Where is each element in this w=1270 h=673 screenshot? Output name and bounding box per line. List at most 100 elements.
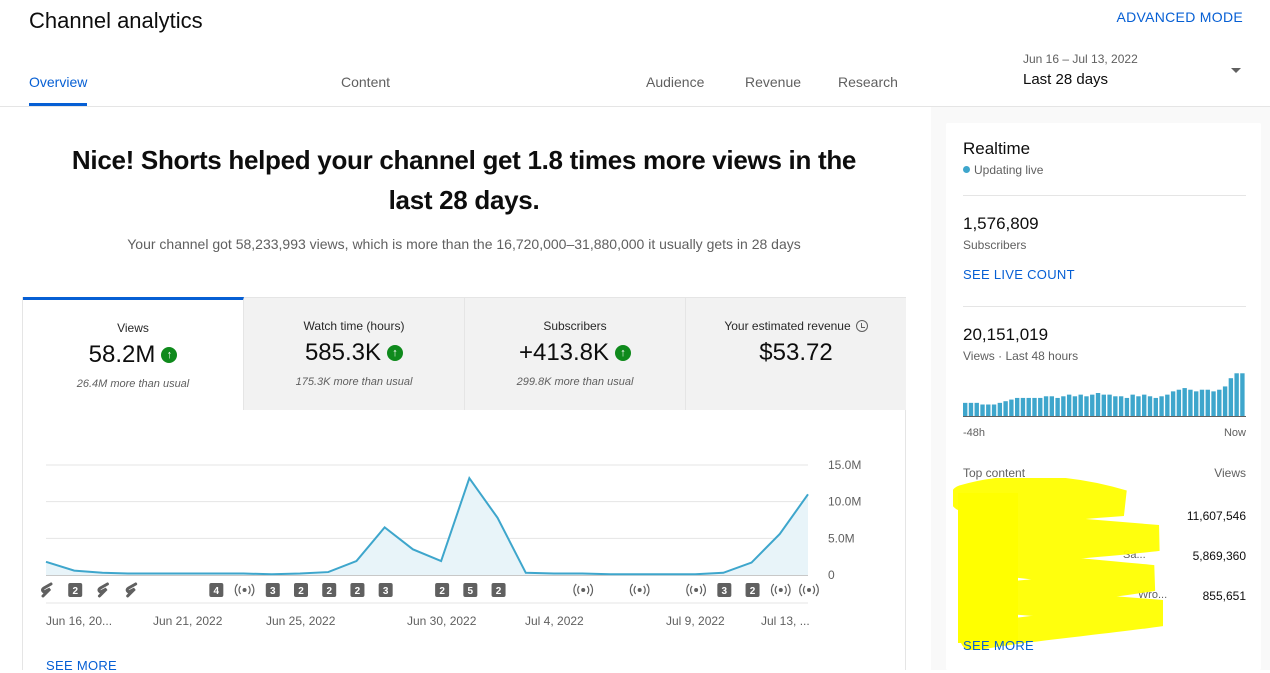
upload-count-badge[interactable]: 2: [294, 583, 308, 597]
date-picker-dropdown[interactable]: [1223, 58, 1249, 84]
live-stream-icon[interactable]: [574, 584, 593, 596]
tab-content[interactable]: Content: [341, 74, 390, 90]
realtime-bar[interactable]: [1067, 395, 1071, 416]
realtime-bar[interactable]: [1136, 396, 1140, 416]
realtime-bar[interactable]: [986, 405, 990, 417]
realtime-bar[interactable]: [1096, 393, 1100, 416]
top-content-views-label: Views: [1214, 466, 1246, 480]
arrow-up-icon: ↑: [387, 345, 403, 361]
metric-tab-watch-time[interactable]: Watch time (hours) 585.3K↑ 175.3K more t…: [244, 298, 465, 410]
upload-count-badge[interactable]: 2: [68, 583, 82, 597]
upload-count-badge[interactable]: 3: [379, 583, 393, 597]
realtime-bar[interactable]: [1009, 400, 1013, 416]
metric-tab-subscribers[interactable]: Subscribers +413.8K↑ 299.8K more than us…: [465, 298, 686, 410]
realtime-bar[interactable]: [1003, 401, 1007, 416]
badge-count: 2: [72, 586, 78, 597]
realtime-bar[interactable]: [1015, 398, 1019, 416]
live-dot-icon: [963, 166, 970, 173]
realtime-bar[interactable]: [980, 405, 984, 417]
realtime-bar[interactable]: [1171, 391, 1175, 416]
realtime-bar[interactable]: [1200, 390, 1204, 416]
arrow-up-icon: ↑: [161, 347, 177, 363]
realtime-bar[interactable]: [992, 405, 996, 417]
realtime-see-more-button[interactable]: SEE MORE: [963, 638, 1034, 653]
shorts-icon[interactable]: [99, 584, 108, 596]
realtime-bar[interactable]: [1044, 396, 1048, 416]
realtime-bar[interactable]: [1073, 396, 1077, 416]
realtime-bar[interactable]: [1032, 398, 1036, 416]
realtime-bar[interactable]: [1234, 373, 1238, 416]
realtime-bar[interactable]: [1090, 395, 1094, 416]
see-live-count-button[interactable]: SEE LIVE COUNT: [963, 267, 1075, 282]
realtime-bar[interactable]: [1142, 395, 1146, 416]
realtime-bar[interactable]: [1038, 398, 1042, 416]
live-stream-icon[interactable]: [630, 584, 649, 596]
x-tick-label: Jun 16, 20...: [46, 614, 112, 628]
date-period-label[interactable]: Last 28 days: [1023, 71, 1108, 88]
clock-icon[interactable]: [856, 320, 868, 332]
realtime-bar[interactable]: [963, 403, 967, 416]
shorts-icon[interactable]: [127, 584, 136, 596]
realtime-bar[interactable]: [1021, 398, 1025, 416]
realtime-bar[interactable]: [1119, 396, 1123, 416]
realtime-bar[interactable]: [1229, 378, 1233, 416]
realtime-bar[interactable]: [1102, 395, 1106, 416]
realtime-bar[interactable]: [1240, 373, 1244, 416]
tab-overview[interactable]: Overview: [29, 74, 87, 90]
metric-value: $53.72: [686, 339, 906, 367]
date-range-text[interactable]: Jun 16 – Jul 13, 2022: [1023, 52, 1138, 66]
upload-count-badge[interactable]: 2: [746, 583, 760, 597]
see-more-button[interactable]: SEE MORE: [46, 658, 117, 673]
live-stream-icon[interactable]: [687, 584, 706, 596]
realtime-bar[interactable]: [998, 403, 1002, 416]
upload-count-badge[interactable]: 5: [463, 583, 477, 597]
realtime-bar[interactable]: [1165, 395, 1169, 416]
realtime-bar[interactable]: [975, 403, 979, 416]
realtime-bar[interactable]: [1177, 390, 1181, 416]
tab-audience[interactable]: Audience: [646, 74, 704, 90]
realtime-bar[interactable]: [1211, 391, 1215, 416]
realtime-bar[interactable]: [1084, 396, 1088, 416]
realtime-bar[interactable]: [1223, 386, 1227, 416]
realtime-bar[interactable]: [1194, 391, 1198, 416]
realtime-bar[interactable]: [1027, 398, 1031, 416]
upload-count-badge[interactable]: 3: [266, 583, 280, 597]
caret-down-icon: [1231, 68, 1241, 73]
badge-count: 2: [750, 586, 756, 597]
live-stream-icon[interactable]: [771, 584, 790, 596]
page-title: Channel analytics: [29, 8, 203, 34]
upload-count-badge[interactable]: 2: [322, 583, 336, 597]
realtime-bar[interactable]: [1159, 396, 1163, 416]
x-tick-label: Jun 21, 2022: [153, 614, 223, 628]
realtime-bar[interactable]: [969, 403, 973, 416]
live-stream-icon[interactable]: [235, 584, 254, 596]
realtime-bar[interactable]: [1154, 398, 1158, 416]
realtime-bar[interactable]: [1079, 395, 1083, 416]
realtime-bar[interactable]: [1113, 396, 1117, 416]
live-stream-icon[interactable]: [800, 584, 819, 596]
realtime-bar[interactable]: [1130, 395, 1134, 416]
realtime-bar[interactable]: [1206, 390, 1210, 416]
realtime-bar[interactable]: [1050, 396, 1054, 416]
upload-count-badge[interactable]: 2: [435, 583, 449, 597]
upload-count-badge[interactable]: 3: [717, 583, 731, 597]
upload-count-badge[interactable]: 2: [492, 583, 506, 597]
realtime-bar[interactable]: [1182, 388, 1186, 416]
realtime-bar[interactable]: [1188, 390, 1192, 416]
realtime-bar[interactable]: [1061, 396, 1065, 416]
metric-tab-views[interactable]: Views 58.2M↑ 26.4M more than usual: [23, 297, 244, 410]
active-tab-indicator: [29, 103, 87, 106]
realtime-bar[interactable]: [1055, 398, 1059, 416]
upload-count-badge[interactable]: 2: [350, 583, 364, 597]
realtime-bar[interactable]: [1217, 390, 1221, 416]
tab-research[interactable]: Research: [838, 74, 898, 90]
tab-revenue[interactable]: Revenue: [745, 74, 801, 90]
upload-count-badge[interactable]: 4: [209, 583, 223, 597]
realtime-bar[interactable]: [1125, 398, 1129, 416]
live-status-text: Updating live: [974, 163, 1043, 177]
shorts-icon[interactable]: [43, 584, 52, 596]
realtime-bar[interactable]: [1148, 396, 1152, 416]
metric-tab-revenue[interactable]: Your estimated revenue $53.72: [686, 298, 906, 410]
advanced-mode-button[interactable]: ADVANCED MODE: [1116, 9, 1243, 25]
realtime-bar[interactable]: [1107, 395, 1111, 416]
